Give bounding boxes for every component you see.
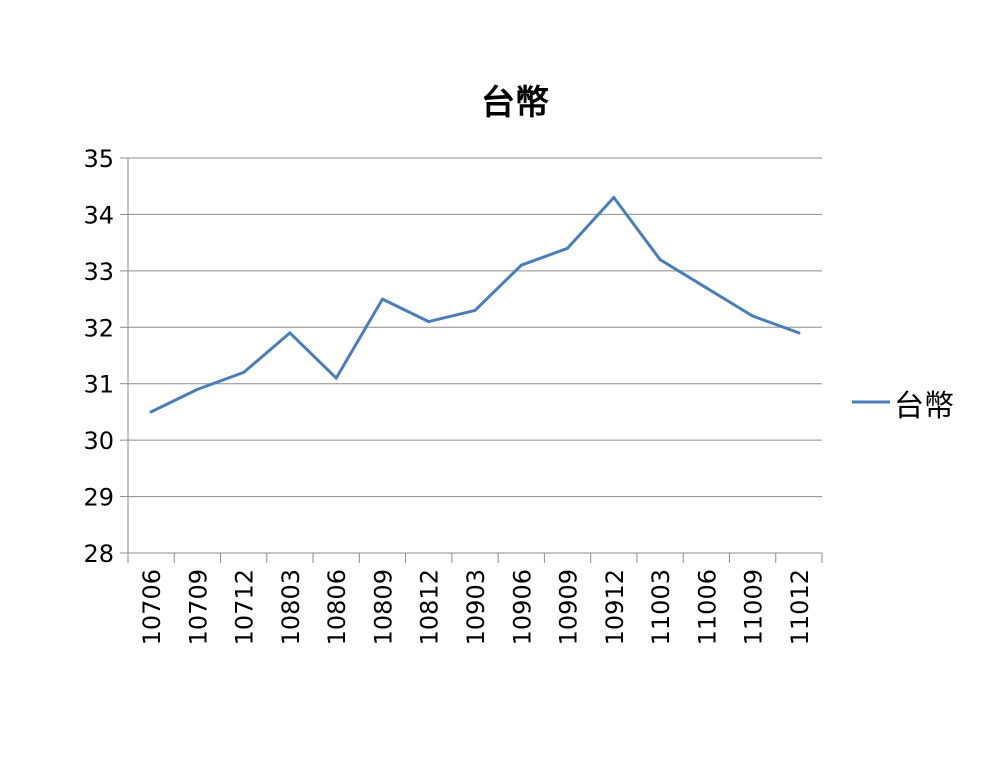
data-point [473, 308, 477, 312]
data-point [612, 196, 616, 199]
x-tick-label: 10812 [416, 569, 444, 645]
x-tick-label: 10906 [508, 569, 536, 645]
data-point [427, 320, 431, 324]
y-tick-labels: 28 29 30 31 32 33 34 35 [83, 145, 114, 568]
x-tick-label: 10709 [184, 569, 212, 645]
data-point [195, 387, 199, 391]
x-tick-label: 10803 [277, 569, 305, 645]
data-point [658, 258, 662, 262]
data-point [288, 331, 292, 335]
legend-label: 台幣 [894, 389, 954, 424]
y-tick-label: 33 [83, 258, 114, 286]
x-tick-labels: 10706 10709 10712 10803 10806 10809 10812 10903… [138, 569, 814, 645]
x-tick-label: 10706 [138, 569, 166, 645]
data-point [149, 410, 153, 414]
x-tick-label: 10912 [601, 569, 629, 645]
x-tick-label: 10809 [369, 569, 397, 645]
axes [120, 157, 823, 563]
y-tick-label: 32 [83, 314, 114, 342]
y-tick-label: 31 [83, 371, 114, 399]
y-tick-label: 35 [83, 145, 114, 173]
chart-title: 台幣 [481, 83, 549, 123]
y-tick-label: 30 [83, 427, 114, 455]
data-point [519, 263, 523, 267]
grid [128, 157, 822, 554]
legend: 台幣 [852, 389, 954, 424]
series-line [149, 196, 801, 414]
x-tick-label: 11009 [740, 569, 768, 645]
data-point [797, 331, 801, 335]
y-tick-label: 34 [83, 201, 114, 229]
y-tick-label: 29 [83, 484, 114, 512]
x-tick-label: 11003 [647, 569, 675, 645]
x-tick-label: 11006 [693, 569, 721, 645]
x-tick-label: 10712 [231, 569, 259, 645]
data-point [566, 246, 570, 250]
y-tick-label: 28 [83, 540, 114, 568]
x-tick-label: 10903 [462, 569, 490, 645]
data-point [242, 370, 246, 374]
data-point [751, 314, 755, 318]
data-point [704, 286, 708, 290]
data-point [380, 297, 384, 301]
x-tick-label: 11012 [786, 569, 814, 645]
series-layer [149, 196, 801, 414]
x-tick-label: 10806 [323, 569, 351, 645]
x-tick-label: 10909 [555, 569, 583, 645]
data-point [334, 376, 338, 380]
